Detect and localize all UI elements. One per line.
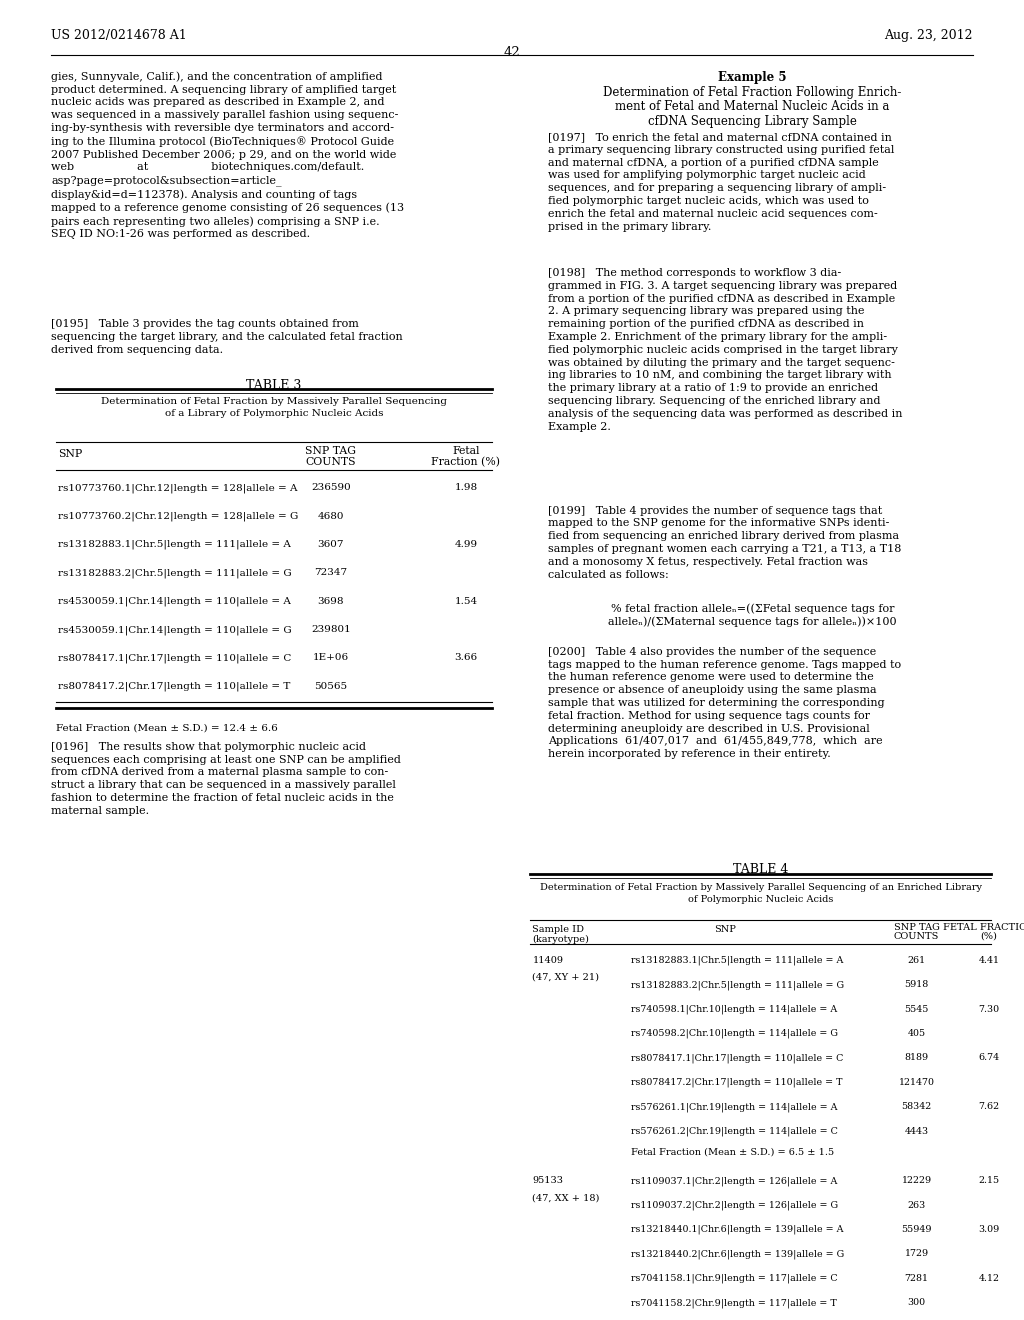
Text: TABLE 3: TABLE 3 xyxy=(246,379,302,392)
Text: 405: 405 xyxy=(907,1030,926,1038)
Text: Fetal Fraction (Mean ± S.D.) = 6.5 ± 1.5: Fetal Fraction (Mean ± S.D.) = 6.5 ± 1.5 xyxy=(631,1147,834,1156)
Text: (%): (%) xyxy=(981,932,997,941)
Text: SNP TAG: SNP TAG xyxy=(305,446,356,457)
Text: [0195]   Table 3 provides the tag counts obtained from
sequencing the target lib: [0195] Table 3 provides the tag counts o… xyxy=(51,319,403,355)
Text: 3.66: 3.66 xyxy=(455,653,477,663)
Text: [0197]   To enrich the fetal and maternal cfDNA contained in
a primary sequencin: [0197] To enrich the fetal and maternal … xyxy=(548,132,894,231)
Text: rs1109037.1|Chr.2|length = 126|allele = A: rs1109037.1|Chr.2|length = 126|allele = … xyxy=(631,1176,838,1185)
Text: 72347: 72347 xyxy=(314,569,347,577)
Text: 11409: 11409 xyxy=(532,956,563,965)
Text: 95133: 95133 xyxy=(532,1176,563,1185)
Text: Determination of Fetal Fraction by Massively Parallel Sequencing of an Enriched : Determination of Fetal Fraction by Massi… xyxy=(540,883,982,903)
Text: 58342: 58342 xyxy=(901,1102,932,1111)
Text: Fraction (%): Fraction (%) xyxy=(431,457,501,467)
Text: COUNTS: COUNTS xyxy=(894,932,939,941)
Text: (47, XY + 21): (47, XY + 21) xyxy=(532,973,599,982)
Text: US 2012/0214678 A1: US 2012/0214678 A1 xyxy=(51,29,187,42)
Text: 4680: 4680 xyxy=(317,512,344,520)
Text: gies, Sunnyvale, Calif.), and the concentration of amplified
product determined.: gies, Sunnyvale, Calif.), and the concen… xyxy=(51,71,404,239)
Text: 55949: 55949 xyxy=(901,1225,932,1234)
Text: 300: 300 xyxy=(907,1298,926,1307)
Text: 263: 263 xyxy=(907,1201,926,1209)
Text: (karyotype): (karyotype) xyxy=(532,935,590,944)
Text: Sample ID: Sample ID xyxy=(532,925,585,935)
Text: 1.98: 1.98 xyxy=(455,483,477,492)
Text: rs4530059.1|Chr.14|length = 110|allele = A: rs4530059.1|Chr.14|length = 110|allele =… xyxy=(58,597,291,606)
Text: 121470: 121470 xyxy=(898,1077,935,1086)
Text: rs7041158.1|Chr.9|length = 117|allele = C: rs7041158.1|Chr.9|length = 117|allele = … xyxy=(631,1274,838,1283)
Text: 5545: 5545 xyxy=(904,1005,929,1014)
Text: rs10773760.1|Chr.12|length = 128|allele = A: rs10773760.1|Chr.12|length = 128|allele … xyxy=(58,483,298,492)
Text: 7.30: 7.30 xyxy=(979,1005,999,1014)
Text: COUNTS: COUNTS xyxy=(305,457,356,467)
Text: rs13182883.2|Chr.5|length = 111|allele = G: rs13182883.2|Chr.5|length = 111|allele =… xyxy=(631,979,844,990)
Text: [0200]   Table 4 also provides the number of the sequence
tags mapped to the hum: [0200] Table 4 also provides the number … xyxy=(548,647,901,759)
Text: [0199]   Table 4 provides the number of sequence tags that
mapped to the SNP gen: [0199] Table 4 provides the number of se… xyxy=(548,506,901,579)
Text: SNP: SNP xyxy=(58,449,83,459)
Text: Example 5: Example 5 xyxy=(719,71,786,84)
Text: cfDNA Sequencing Library Sample: cfDNA Sequencing Library Sample xyxy=(648,115,857,128)
Text: 3607: 3607 xyxy=(317,540,344,549)
Text: Fetal Fraction (Mean ± S.D.) = 12.4 ± 6.6: Fetal Fraction (Mean ± S.D.) = 12.4 ± 6.… xyxy=(56,723,279,733)
Text: Determination of Fetal Fraction Following Enrich-: Determination of Fetal Fraction Followin… xyxy=(603,86,902,99)
Text: 7.62: 7.62 xyxy=(979,1102,999,1111)
Text: rs740598.1|Chr.10|length = 114|allele = A: rs740598.1|Chr.10|length = 114|allele = … xyxy=(631,1005,837,1014)
Text: [0196]   The results show that polymorphic nucleic acid
sequences each comprisin: [0196] The results show that polymorphic… xyxy=(51,742,401,816)
Text: [0198]   The method corresponds to workflow 3 dia-
grammed in FIG. 3. A target s: [0198] The method corresponds to workflo… xyxy=(548,268,902,432)
Text: Aug. 23, 2012: Aug. 23, 2012 xyxy=(885,29,973,42)
Text: 4.41: 4.41 xyxy=(979,956,999,965)
Text: rs8078417.2|Chr.17|length = 110|allele = T: rs8078417.2|Chr.17|length = 110|allele =… xyxy=(58,682,291,692)
Text: 3698: 3698 xyxy=(317,597,344,606)
Text: 12229: 12229 xyxy=(901,1176,932,1185)
Text: 239801: 239801 xyxy=(311,626,350,634)
Text: (47, XX + 18): (47, XX + 18) xyxy=(532,1193,600,1203)
Text: Fetal: Fetal xyxy=(453,446,479,457)
Text: 261: 261 xyxy=(907,956,926,965)
Text: rs13182883.1|Chr.5|length = 111|allele = A: rs13182883.1|Chr.5|length = 111|allele =… xyxy=(58,540,291,549)
Text: rs4530059.1|Chr.14|length = 110|allele = G: rs4530059.1|Chr.14|length = 110|allele =… xyxy=(58,626,292,635)
Text: rs576261.1|Chr.19|length = 114|allele = A: rs576261.1|Chr.19|length = 114|allele = … xyxy=(631,1102,838,1111)
Text: TABLE 4: TABLE 4 xyxy=(733,863,788,876)
Text: SNP: SNP xyxy=(714,925,736,935)
Text: 8189: 8189 xyxy=(904,1053,929,1063)
Text: rs13218440.1|Chr.6|length = 139|allele = A: rs13218440.1|Chr.6|length = 139|allele =… xyxy=(631,1225,844,1234)
Text: 50565: 50565 xyxy=(314,682,347,690)
Text: 4.99: 4.99 xyxy=(455,540,477,549)
Text: ment of Fetal and Maternal Nucleic Acids in a: ment of Fetal and Maternal Nucleic Acids… xyxy=(615,100,890,114)
Text: SNP TAG: SNP TAG xyxy=(894,923,939,932)
Text: rs740598.2|Chr.10|length = 114|allele = G: rs740598.2|Chr.10|length = 114|allele = … xyxy=(631,1030,838,1039)
Text: rs8078417.2|Chr.17|length = 110|allele = T: rs8078417.2|Chr.17|length = 110|allele =… xyxy=(631,1077,843,1088)
Text: 3.09: 3.09 xyxy=(979,1225,999,1234)
Text: 7281: 7281 xyxy=(904,1274,929,1283)
Text: rs13218440.2|Chr.6|length = 139|allele = G: rs13218440.2|Chr.6|length = 139|allele =… xyxy=(631,1249,844,1259)
Text: 2.15: 2.15 xyxy=(979,1176,999,1185)
Text: rs8078417.1|Chr.17|length = 110|allele = C: rs8078417.1|Chr.17|length = 110|allele =… xyxy=(631,1053,843,1063)
Text: rs7041158.2|Chr.9|length = 117|allele = T: rs7041158.2|Chr.9|length = 117|allele = … xyxy=(631,1298,837,1308)
Text: 4.12: 4.12 xyxy=(979,1274,999,1283)
Text: rs13182883.2|Chr.5|length = 111|allele = G: rs13182883.2|Chr.5|length = 111|allele =… xyxy=(58,569,292,578)
Text: rs10773760.2|Chr.12|length = 128|allele = G: rs10773760.2|Chr.12|length = 128|allele … xyxy=(58,512,299,521)
Text: FETAL FRACTION: FETAL FRACTION xyxy=(943,923,1024,932)
Text: 1E+06: 1E+06 xyxy=(312,653,349,663)
Text: 6.74: 6.74 xyxy=(979,1053,999,1063)
Text: rs576261.2|Chr.19|length = 114|allele = C: rs576261.2|Chr.19|length = 114|allele = … xyxy=(631,1126,838,1137)
Text: rs8078417.1|Chr.17|length = 110|allele = C: rs8078417.1|Chr.17|length = 110|allele =… xyxy=(58,653,292,663)
Text: 1.54: 1.54 xyxy=(455,597,477,606)
Text: % fetal fraction alleleₙ=((ΣFetal sequence tags for
alleleₙ)/(ΣMaternal sequence: % fetal fraction alleleₙ=((ΣFetal sequen… xyxy=(608,603,897,627)
Text: 1729: 1729 xyxy=(904,1249,929,1258)
Text: 5918: 5918 xyxy=(904,979,929,989)
Text: rs13182883.1|Chr.5|length = 111|allele = A: rs13182883.1|Chr.5|length = 111|allele =… xyxy=(631,956,843,965)
Text: 4443: 4443 xyxy=(904,1126,929,1135)
Text: 42: 42 xyxy=(504,46,520,59)
Text: 236590: 236590 xyxy=(311,483,350,492)
Text: Determination of Fetal Fraction by Massively Parallel Sequencing
of a Library of: Determination of Fetal Fraction by Massi… xyxy=(101,397,446,417)
Text: rs1109037.2|Chr.2|length = 126|allele = G: rs1109037.2|Chr.2|length = 126|allele = … xyxy=(631,1201,838,1210)
